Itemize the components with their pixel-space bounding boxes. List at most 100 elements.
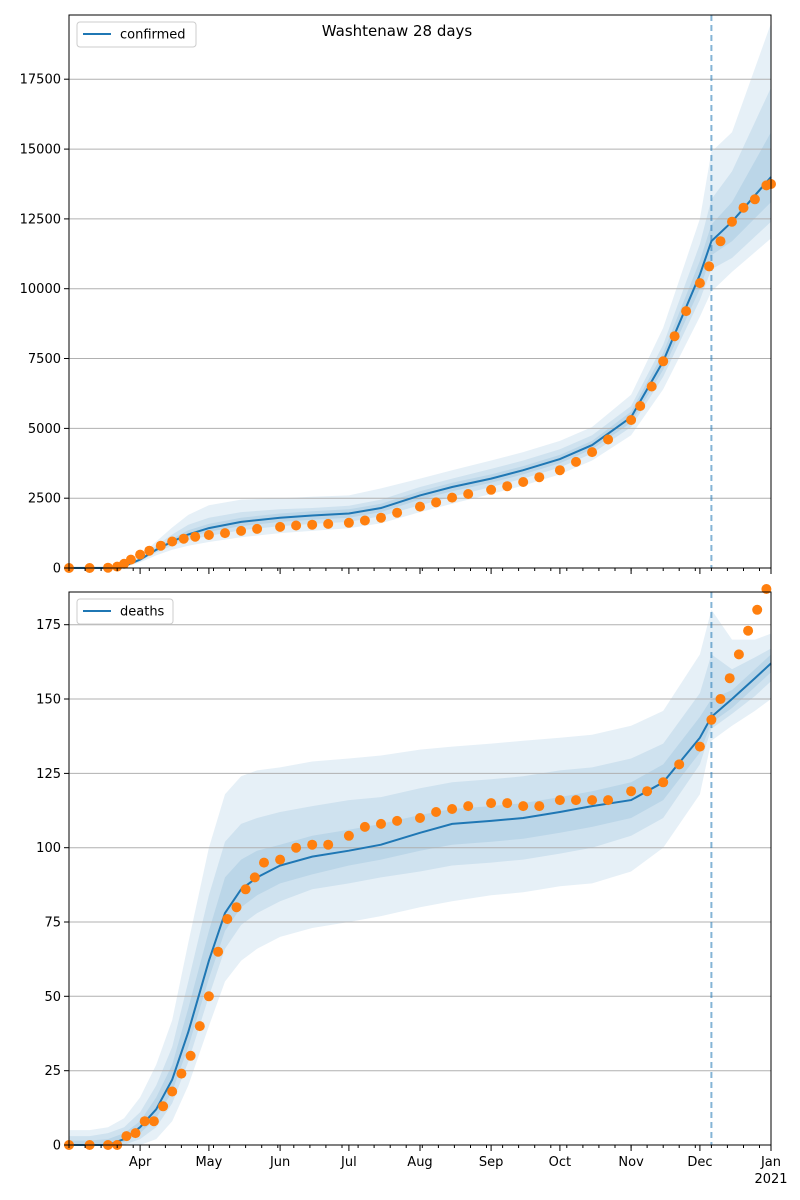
observed-point bbox=[603, 795, 614, 806]
observed-point bbox=[658, 777, 669, 788]
uncertainty-band-2 bbox=[69, 648, 771, 1145]
observed-point bbox=[733, 649, 744, 660]
observed-point bbox=[185, 1050, 196, 1061]
observed-point bbox=[715, 236, 726, 247]
observed-point bbox=[749, 194, 760, 205]
x-tick-label: Nov bbox=[618, 1155, 644, 1170]
deaths-gridlines bbox=[69, 624, 771, 1072]
observed-point bbox=[231, 902, 242, 913]
observed-point bbox=[359, 515, 370, 526]
confirmed-legend: confirmed bbox=[76, 21, 197, 48]
observed-point bbox=[392, 507, 403, 518]
observed-point bbox=[431, 497, 442, 508]
observed-point bbox=[486, 484, 497, 495]
observed-point bbox=[554, 465, 565, 476]
observed-point bbox=[415, 501, 425, 512]
observed-point bbox=[220, 528, 230, 539]
observed-point bbox=[658, 356, 669, 367]
y-tick-label: 7500 bbox=[28, 352, 61, 367]
deaths-uncertainty-bands bbox=[69, 609, 771, 1145]
observed-point bbox=[259, 857, 269, 868]
y-tick-label: 0 bbox=[53, 562, 61, 577]
observed-point bbox=[635, 401, 646, 411]
observed-point bbox=[587, 795, 598, 806]
observed-point bbox=[415, 813, 425, 823]
observed-point bbox=[323, 518, 334, 529]
observed-point bbox=[534, 801, 545, 812]
observed-point bbox=[669, 331, 680, 342]
observed-point bbox=[323, 839, 334, 850]
observed-point bbox=[694, 278, 705, 289]
observed-point bbox=[534, 472, 545, 483]
observed-point bbox=[626, 415, 637, 425]
observed-point bbox=[307, 519, 318, 530]
observed-point bbox=[121, 1131, 132, 1142]
observed-point bbox=[139, 1116, 150, 1127]
deaths-axes: 0 25 50 75 100 125 150 175 Apr May Jun Jul Aug Sep Oct… bbox=[36, 591, 788, 1187]
observed-point bbox=[554, 795, 565, 806]
observed-point bbox=[178, 533, 189, 544]
x-tick-label: Dec bbox=[687, 1155, 712, 1170]
x-tick-label: Jun bbox=[269, 1155, 290, 1170]
observed-point bbox=[642, 786, 653, 797]
observed-point bbox=[249, 872, 260, 883]
observed-point bbox=[447, 492, 458, 503]
observed-point bbox=[463, 801, 474, 812]
observed-point bbox=[752, 604, 763, 615]
y-tick-label: 12500 bbox=[20, 212, 61, 227]
y-tick-label: 75 bbox=[44, 916, 61, 931]
observed-point bbox=[307, 839, 318, 850]
observed-point bbox=[343, 830, 354, 841]
observed-point bbox=[158, 1101, 169, 1112]
legend-label-deaths: deaths bbox=[120, 605, 165, 620]
observed-point bbox=[704, 261, 715, 272]
x-tick-label: Oct bbox=[549, 1155, 571, 1170]
x-year-label: 2021 bbox=[754, 1172, 787, 1187]
y-tick-label: 125 bbox=[36, 767, 61, 782]
observed-point bbox=[291, 842, 302, 853]
observed-point bbox=[252, 523, 263, 534]
y-tick-label: 15000 bbox=[20, 143, 61, 158]
observed-point bbox=[190, 531, 201, 542]
y-tick-label: 10000 bbox=[20, 282, 61, 297]
deaths-legend: deaths bbox=[76, 598, 174, 625]
observed-point bbox=[148, 1116, 159, 1127]
observed-point bbox=[603, 434, 614, 445]
observed-point bbox=[376, 512, 386, 523]
y-tick-label: 17500 bbox=[20, 73, 61, 88]
confirmed-panel: 0 2500 5000 7500 10000 12500 15000 17500 confir… bbox=[20, 14, 776, 577]
uncertainty-band-2 bbox=[69, 87, 771, 568]
y-tick-label: 5000 bbox=[28, 422, 61, 437]
observed-point bbox=[431, 807, 442, 817]
deaths-panel: 0 25 50 75 100 125 150 175 Apr May Jun Jul Aug Sep Oct… bbox=[36, 584, 788, 1187]
observed-point bbox=[518, 801, 529, 812]
y-tick-label: 175 bbox=[36, 618, 61, 633]
observed-point bbox=[275, 854, 286, 865]
uncertainty-band-1 bbox=[69, 609, 771, 1145]
observed-point bbox=[135, 549, 146, 560]
observed-point bbox=[571, 795, 581, 806]
confirmed-axes: 0 2500 5000 7500 10000 12500 15000 17500 bbox=[20, 14, 772, 577]
x-tick-label: May bbox=[195, 1155, 222, 1170]
observed-point bbox=[155, 540, 166, 551]
observed-point bbox=[626, 786, 637, 797]
uncertainty-band-1 bbox=[69, 23, 771, 568]
y-tick-label: 0 bbox=[53, 1139, 61, 1154]
x-tick-label: Aug bbox=[407, 1155, 432, 1170]
observed-point bbox=[724, 673, 735, 684]
confirmed-uncertainty-bands bbox=[69, 23, 771, 569]
confirmed-gridlines bbox=[69, 78, 771, 499]
observed-point bbox=[502, 481, 513, 492]
observed-point bbox=[463, 489, 474, 499]
x-tick-label: Apr bbox=[129, 1155, 152, 1170]
chart-title: Washtenaw 28 days bbox=[322, 22, 473, 40]
y-tick-label: 2500 bbox=[28, 492, 61, 507]
observed-point bbox=[518, 477, 529, 487]
observed-point bbox=[343, 517, 354, 528]
observed-point bbox=[125, 554, 136, 565]
observed-point bbox=[236, 525, 247, 536]
observed-point bbox=[502, 798, 513, 809]
observed-point bbox=[203, 991, 214, 1002]
x-tick-label: Jan bbox=[760, 1155, 781, 1170]
